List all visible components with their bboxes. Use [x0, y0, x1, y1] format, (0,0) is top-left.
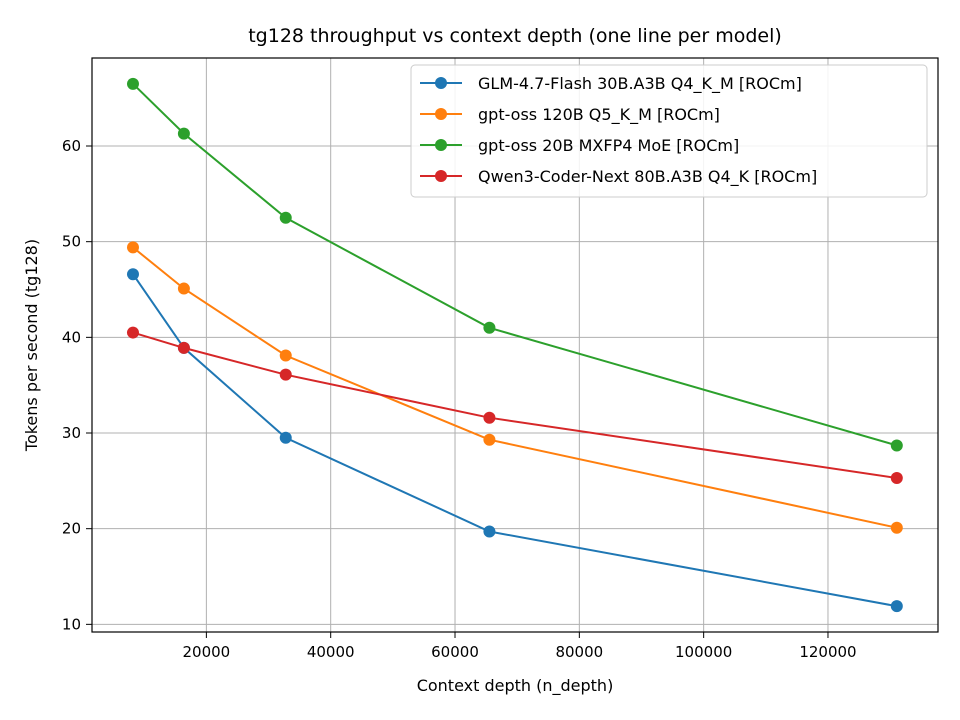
x-axis-label: Context depth (n_depth) — [417, 676, 614, 696]
chart-title: tg128 throughput vs context depth (one l… — [248, 25, 782, 47]
y-tick-label: 40 — [62, 328, 81, 346]
legend-marker — [435, 77, 447, 89]
legend-entry: Qwen3-Coder-Next 80B.A3B Q4_K [ROCm] — [478, 167, 817, 187]
data-point — [177, 127, 190, 140]
legend-box — [410, 64, 928, 198]
series-layer — [126, 77, 903, 613]
data-point — [483, 411, 496, 424]
data-point — [483, 321, 496, 334]
y-tick-label: 30 — [62, 424, 81, 442]
legend-marker — [435, 108, 447, 120]
y-tick-label: 20 — [62, 520, 81, 538]
y-tick-label: 50 — [62, 233, 81, 251]
y-axis-label: Tokens per second (tg128) — [22, 239, 41, 452]
legend-entry: gpt-oss 120B Q5_K_M [ROCm] — [478, 105, 720, 125]
data-point — [279, 211, 292, 224]
data-point — [126, 268, 139, 281]
x-tick-label: 20000 — [183, 643, 231, 661]
data-point — [890, 521, 903, 534]
data-point — [279, 368, 292, 381]
legend: GLM-4.7-Flash 30B.A3B Q4_K_M [ROCm] gpt-o… — [410, 64, 928, 198]
legend-entry: GLM-4.7-Flash 30B.A3B Q4_K_M [ROCm] — [478, 74, 802, 94]
data-point — [126, 326, 139, 339]
data-point — [890, 471, 903, 484]
data-point — [483, 433, 496, 446]
data-point — [279, 349, 292, 362]
data-point — [126, 241, 139, 254]
y-tick-label: 10 — [62, 615, 81, 633]
x-tick-label: 60000 — [431, 643, 479, 661]
data-point — [177, 341, 190, 354]
x-tick-label: 100000 — [675, 643, 732, 661]
data-point — [177, 282, 190, 295]
axis-ticks: 20000 40000 60000 80000 100000 120000 10 20 30 40… — [62, 137, 857, 661]
data-point — [483, 525, 496, 538]
x-tick-label: 120000 — [799, 643, 856, 661]
data-point — [126, 77, 139, 90]
y-tick-label: 60 — [62, 137, 81, 155]
plot-frame — [91, 57, 939, 633]
x-tick-label: 80000 — [555, 643, 603, 661]
data-point — [890, 439, 903, 452]
data-point — [890, 600, 903, 613]
legend-marker — [435, 170, 447, 182]
x-tick-label: 40000 — [307, 643, 355, 661]
legend-marker — [435, 139, 447, 151]
legend-entry: gpt-oss 20B MXFP4 MoE [ROCm] — [478, 136, 739, 155]
data-point — [279, 431, 292, 444]
